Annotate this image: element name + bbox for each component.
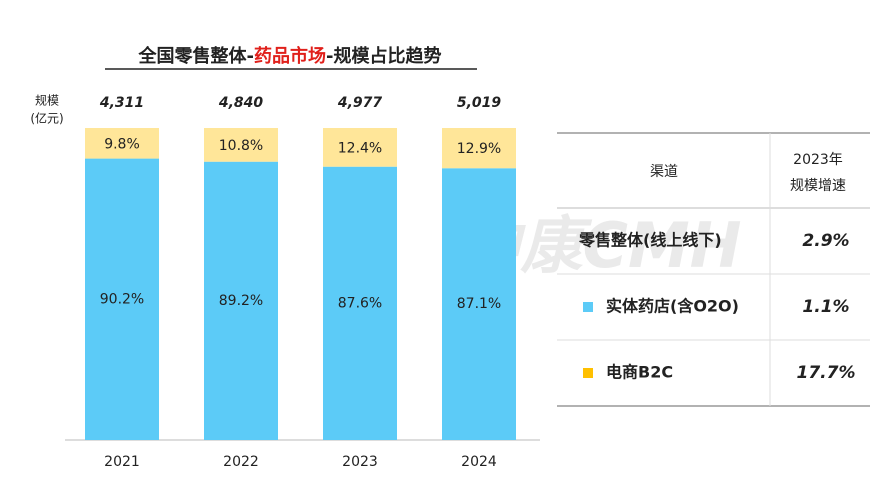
bar-segment <box>323 166 397 441</box>
data-label: 90.2% <box>100 291 144 307</box>
data-label: 10.8% <box>219 138 263 154</box>
table-cell: 零售整体(线上线下) <box>578 231 722 250</box>
bar-segment <box>323 128 397 167</box>
title-part: 全国零售整体- <box>138 45 254 67</box>
table-cell: 实体药店(含O2O) <box>606 297 739 316</box>
x-tick-label: 2021 <box>104 454 140 470</box>
x-tick-label: 2023 <box>342 454 378 470</box>
bar-segment <box>85 158 159 441</box>
total-label: 4,311 <box>99 95 144 111</box>
data-label: 87.1% <box>457 296 501 312</box>
chart-title: 全国零售整体-药品市场-规模占比趋势 <box>138 45 442 67</box>
y-label: 规模 <box>35 93 59 108</box>
legend-marker <box>583 368 593 378</box>
bar-segment <box>85 128 159 159</box>
table-header: 渠道 <box>650 164 678 180</box>
data-label: 12.9% <box>457 141 501 157</box>
data-label: 12.4% <box>338 140 382 156</box>
table-cell: 电商B2C <box>606 363 673 382</box>
title-part: -规模占比趋势 <box>326 45 441 67</box>
title-highlight: 药品市场 <box>254 45 326 67</box>
data-label: 89.2% <box>219 293 263 309</box>
table-cell: 1.1% <box>802 297 849 317</box>
total-label: 5,019 <box>457 95 502 111</box>
data-label: 9.8% <box>104 136 140 152</box>
bar-segment <box>204 161 278 441</box>
bar-segment <box>204 128 278 162</box>
total-label: 4,977 <box>337 95 383 111</box>
legend-marker <box>583 302 593 312</box>
bar-segment <box>442 128 516 169</box>
table-header: 2023年 <box>793 152 843 168</box>
total-label: 4,840 <box>218 95 264 111</box>
data-label: 87.6% <box>338 295 382 311</box>
table-cell: 2.9% <box>802 231 849 251</box>
x-tick-label: 2022 <box>223 454 259 470</box>
table-cell: 17.7% <box>797 363 856 383</box>
table: 渠道 2023年 规模增速 <box>557 132 870 407</box>
x-tick-label: 2024 <box>461 454 497 470</box>
y-label: (亿元) <box>30 111 63 126</box>
bar-segment <box>442 168 516 441</box>
table-header: 规模增速 <box>790 178 846 194</box>
